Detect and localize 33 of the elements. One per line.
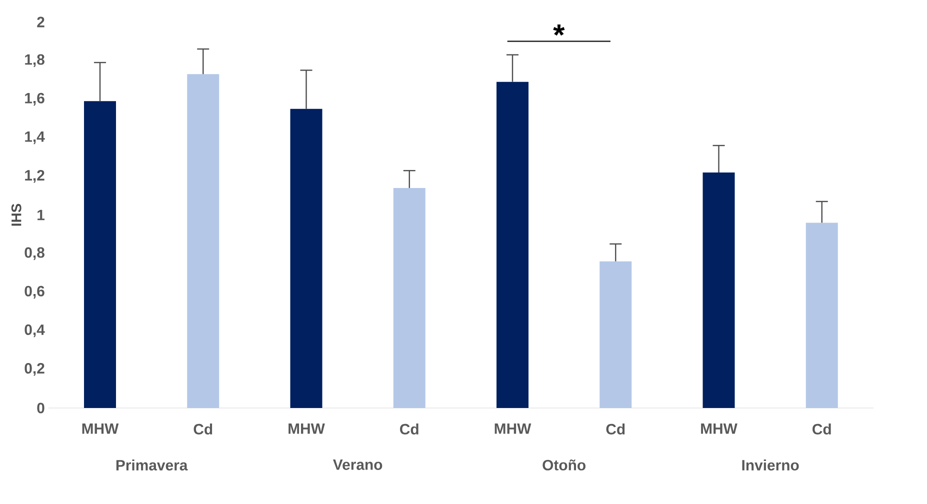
x-tick-label: Cd — [812, 424, 831, 434]
x-tick-label: MHW — [494, 424, 532, 434]
y-tick-label: 1,4 — [25, 132, 45, 144]
bar — [600, 261, 632, 408]
y-tick-label: 1,8 — [25, 54, 44, 67]
y-tick-label: 2 — [37, 16, 44, 28]
annotation: * — [553, 24, 565, 36]
text: Invierno — [742, 460, 799, 470]
y-tick-label: 0,8 — [24, 247, 44, 260]
x-tick-label: Cd — [194, 424, 212, 434]
y-tick-label: 0 — [37, 402, 44, 414]
y-tick-label: 0,2 — [24, 363, 44, 376]
y-tick-label: 0,6 — [24, 286, 44, 299]
bar — [806, 222, 838, 408]
text: Otoño — [542, 460, 586, 470]
y-tick-label: 1,2 — [25, 170, 44, 183]
x-tick-label: Cd — [400, 424, 418, 434]
text: Primavera — [116, 460, 188, 470]
y-axis-title: IHS — [11, 204, 22, 226]
x-tick-label: MHW — [288, 424, 325, 434]
bar — [393, 188, 426, 408]
bar — [187, 74, 220, 408]
bar — [496, 82, 529, 408]
text: Verano — [333, 460, 382, 470]
bar — [702, 172, 735, 408]
bar — [290, 108, 322, 408]
x-tick-label: Cd — [606, 424, 625, 434]
x-tick-label: MHW — [82, 424, 119, 434]
y-tick-label: 1 — [38, 210, 44, 220]
y-tick-label: 1,6 — [25, 92, 44, 106]
bar — [84, 101, 116, 408]
y-tick-label: 0,4 — [24, 324, 45, 338]
x-tick-label: MHW — [701, 424, 738, 434]
